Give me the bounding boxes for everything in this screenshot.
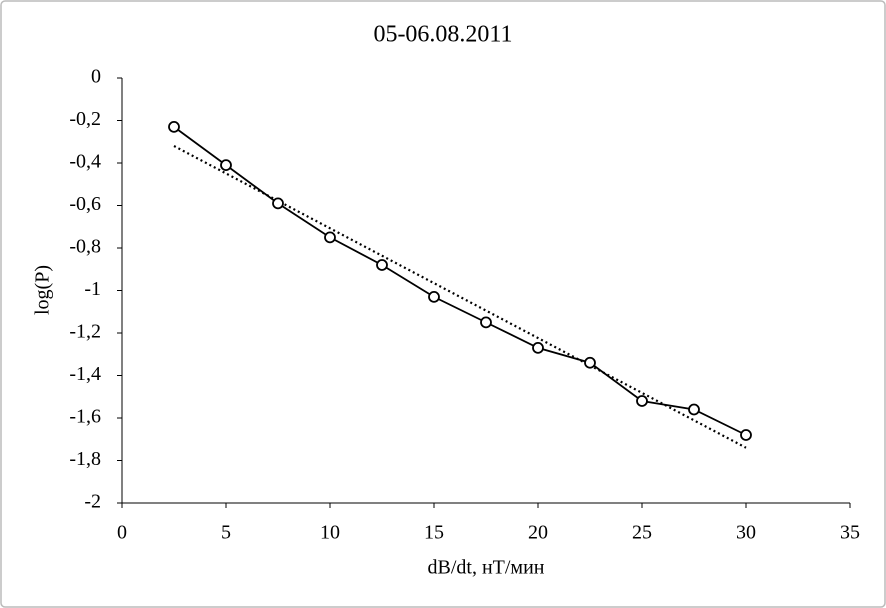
y-tick-label: -0,2 (69, 108, 101, 130)
y-tick-label: -0,8 (69, 236, 101, 258)
data-point (220, 159, 232, 172)
y-tick-label: -1,6 (69, 406, 101, 428)
x-axis-label: dB/dt, нТ/мин (428, 557, 545, 579)
y-tick-label: -1,8 (69, 448, 101, 470)
x-tick-label: 30 (736, 522, 756, 544)
y-tick-label: -1,4 (69, 363, 101, 385)
x-tick-label: 35 (840, 522, 860, 544)
y-axis-label: log(P) (32, 265, 54, 315)
y-tick-label: -1,2 (69, 321, 101, 343)
y-tick-label: 0 (91, 66, 101, 88)
data-point (168, 120, 180, 133)
x-tick-label: 15 (424, 522, 444, 544)
y-tick-label: -0,6 (69, 193, 101, 215)
data-point (584, 356, 596, 369)
data-point (688, 403, 700, 416)
x-tick-label: 5 (221, 522, 231, 544)
y-tick-label: -0,4 (69, 151, 101, 173)
data-point (324, 231, 336, 244)
x-tick-label: 10 (320, 522, 340, 544)
data-point (272, 197, 284, 210)
data-point (428, 290, 440, 303)
y-tick-label: -2 (84, 491, 101, 513)
x-tick-label: 25 (632, 522, 652, 544)
x-tick-label: 0 (117, 522, 127, 544)
data-point (480, 316, 492, 329)
data-point (376, 259, 388, 271)
series-line (173, 126, 747, 436)
data-point (532, 341, 544, 354)
chart-title: 05-06.08.2011 (373, 22, 512, 48)
data-point (636, 395, 648, 407)
data-point (740, 429, 752, 441)
y-tick-label: -1 (84, 278, 101, 300)
x-tick-label: 20 (528, 522, 548, 544)
